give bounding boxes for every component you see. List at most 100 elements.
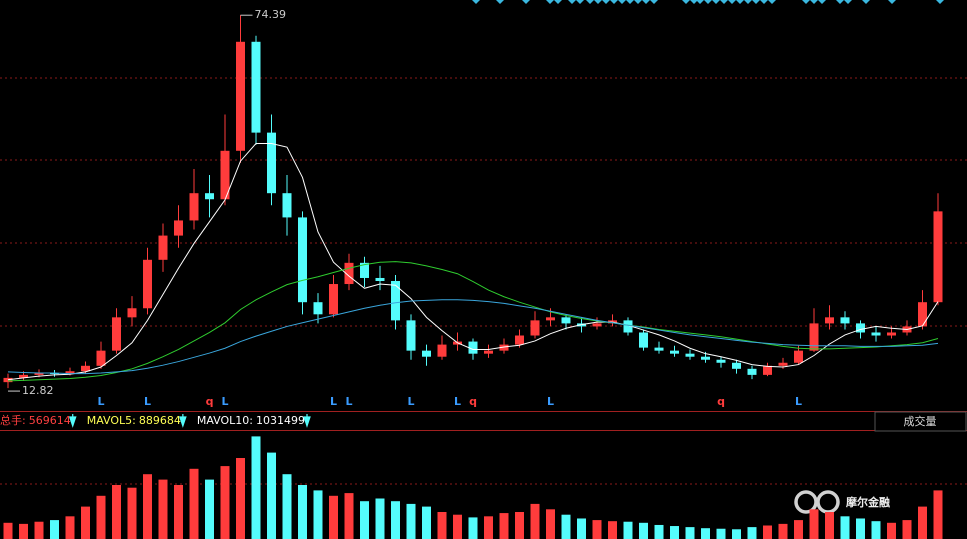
top-marker xyxy=(610,0,618,4)
volume-bar xyxy=(3,522,13,539)
top-marker xyxy=(728,0,736,4)
volume-indicator-value: 889684 xyxy=(139,414,181,427)
candle-body xyxy=(685,353,695,357)
candle-body xyxy=(112,317,121,351)
candle-body xyxy=(375,277,385,282)
min-label: 12.82 xyxy=(22,384,54,397)
top-marker xyxy=(586,0,594,4)
top-marker xyxy=(818,0,826,4)
signal-label: q xyxy=(206,395,214,408)
candle-body xyxy=(654,347,664,351)
top-marker xyxy=(602,0,610,4)
volume-bar xyxy=(515,512,524,539)
top-marker xyxy=(618,0,626,4)
indicator-selector-label[interactable]: 成交量 xyxy=(904,414,937,428)
volume-bar xyxy=(19,523,28,539)
volume-bar xyxy=(871,521,881,539)
candle-body xyxy=(236,41,245,151)
top-marker xyxy=(704,0,712,4)
top-marker xyxy=(862,0,870,4)
candle-body xyxy=(484,350,493,354)
indicator-selector[interactable] xyxy=(874,411,967,432)
candle-body xyxy=(96,350,106,366)
volume-bar xyxy=(81,506,90,539)
top-marker xyxy=(760,0,768,4)
top-marker xyxy=(554,0,562,4)
volume-bar xyxy=(143,474,152,539)
volume-bar xyxy=(701,528,710,539)
volume-bar xyxy=(716,528,726,539)
volume-bar xyxy=(778,523,788,539)
signal-label: L xyxy=(454,395,461,408)
candle-body xyxy=(670,350,679,354)
candle-body xyxy=(344,262,354,285)
candle-body xyxy=(329,284,338,315)
top-marker xyxy=(720,0,728,4)
candle-body xyxy=(639,332,648,348)
volume-bar xyxy=(127,487,137,539)
volume-indicator: 总手: 569614 xyxy=(0,413,71,427)
candle-body xyxy=(127,308,137,318)
logo-ring xyxy=(794,490,818,514)
volume-bar xyxy=(34,521,44,539)
candle-body xyxy=(158,235,168,260)
signal-label: L xyxy=(330,395,337,408)
top-marker xyxy=(522,0,530,4)
volume-bar xyxy=(809,509,819,539)
volume-bar xyxy=(484,516,493,539)
candle-body xyxy=(406,320,416,351)
top-marker xyxy=(690,0,698,4)
volume-bar xyxy=(298,485,307,539)
candle-body xyxy=(499,344,509,351)
top-marker xyxy=(682,0,690,4)
top-marker xyxy=(802,0,810,4)
candle-body xyxy=(887,332,896,336)
volume-bar xyxy=(918,506,927,539)
signal-label: L xyxy=(795,395,802,408)
volume-indicator: MAVOL5: 889684 xyxy=(87,414,181,427)
candle-body xyxy=(592,323,602,327)
volume-bar xyxy=(825,512,834,539)
moving-average-line xyxy=(7,143,939,381)
top-marker xyxy=(634,0,642,4)
candle-body xyxy=(298,217,307,303)
moving-average-line xyxy=(7,299,939,375)
candle-body xyxy=(468,341,478,354)
top-marker xyxy=(836,0,844,4)
volume-bar xyxy=(406,503,416,539)
signal-label: L xyxy=(221,395,228,408)
candle-body xyxy=(763,365,772,375)
candle-body xyxy=(360,262,369,278)
volume-bar xyxy=(189,468,199,539)
candle-body xyxy=(422,350,431,357)
volume-indicator: MAVOL10: 1031499 xyxy=(197,414,305,427)
volume-bar xyxy=(251,436,261,539)
volume-bar xyxy=(499,513,509,539)
volume-bar xyxy=(840,516,850,539)
candle-body xyxy=(623,320,633,333)
candle-body xyxy=(716,359,726,363)
candle-body xyxy=(530,320,540,336)
volume-bar xyxy=(112,485,121,539)
volume-bar xyxy=(933,490,943,539)
top-marker xyxy=(650,0,658,4)
volume-bar xyxy=(685,527,695,539)
candle-body xyxy=(701,356,710,360)
candle-body xyxy=(220,150,230,200)
volume-bar xyxy=(654,524,664,539)
candle-body xyxy=(143,259,152,309)
candle-body xyxy=(825,317,834,324)
volume-bar xyxy=(236,458,245,539)
candle-body xyxy=(19,374,28,378)
top-marker xyxy=(712,0,720,4)
volume-bar xyxy=(437,512,447,539)
signal-label: q xyxy=(717,395,725,408)
top-marker xyxy=(496,0,504,4)
volume-bar xyxy=(794,520,803,539)
trend-arrow xyxy=(179,414,187,428)
top-marker xyxy=(844,0,852,4)
top-marker xyxy=(568,0,576,4)
top-marker xyxy=(696,0,704,4)
candle-body xyxy=(747,368,757,375)
